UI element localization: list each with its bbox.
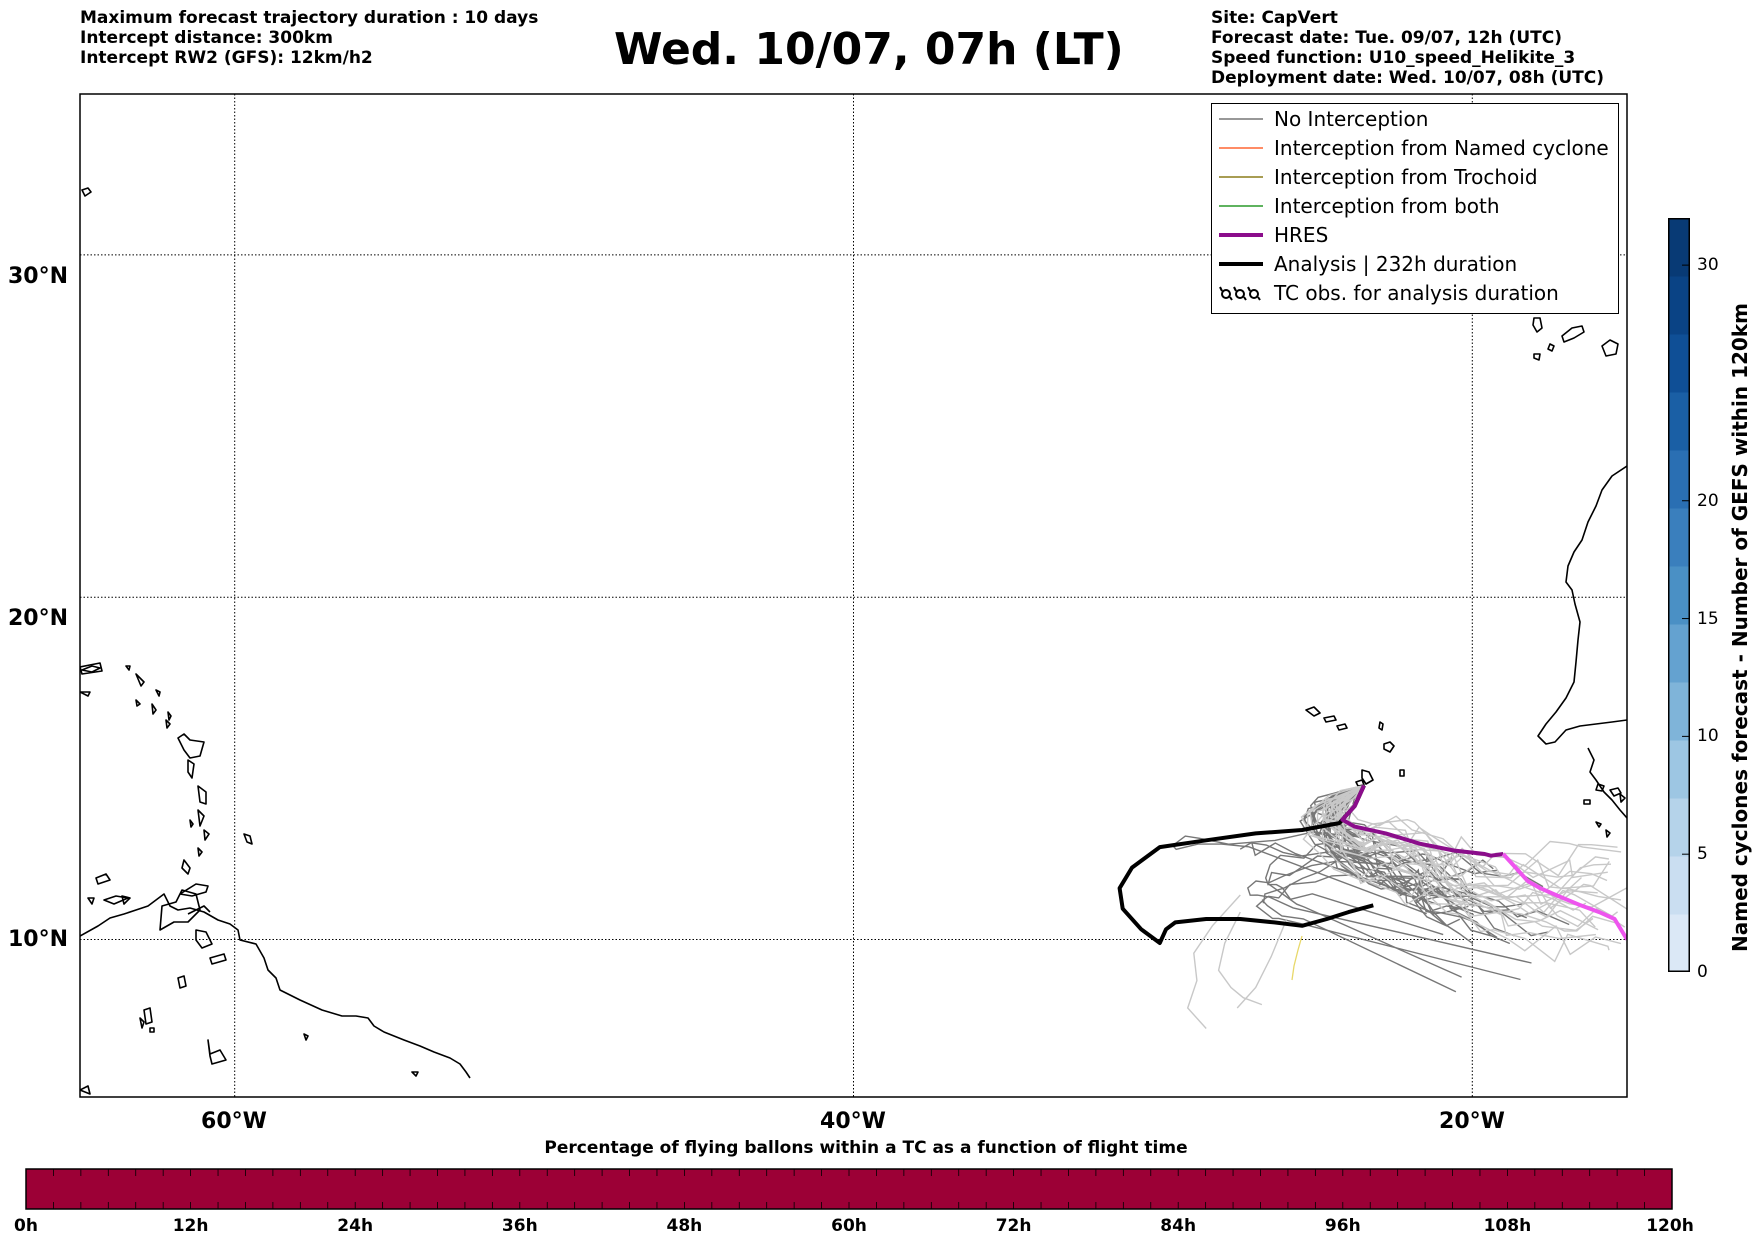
legend-label: Interception from both [1274, 194, 1500, 218]
colorbar-tick-label: 15 [1697, 608, 1719, 629]
legend-label: No Interception [1274, 107, 1429, 131]
cyclone-symbol-icon [1219, 286, 1261, 301]
flight-time-tick-label: 84h [1160, 1216, 1197, 1236]
colorbar-band [1668, 508, 1690, 567]
legend-label: Interception from Trochoid [1274, 165, 1538, 189]
colorbar-band [1668, 914, 1690, 972]
legend-line-icon [1219, 118, 1263, 120]
flight-time-tick-label: 60h [831, 1216, 867, 1236]
max-duration-text: Maximum forecast trajectory duration : 1… [80, 8, 539, 28]
flight-time-tick-label: 48h [666, 1216, 703, 1236]
colorbar-band [1668, 856, 1690, 915]
flight-time-tick-label: 108h [1483, 1216, 1532, 1236]
analysis-line [1117, 784, 1374, 945]
lon-label-60w: 60°W [201, 1109, 267, 1134]
trajectory-line [1325, 784, 1596, 940]
deployment-date-text: Deployment date: Wed. 10/07, 08h (UTC) [1211, 68, 1605, 88]
africa-coastline-south [1587, 747, 1627, 819]
map-legend: No Interception Interception from Named … [1211, 103, 1619, 314]
legend-line-icon [1219, 147, 1263, 149]
colorbar-band [1668, 566, 1690, 625]
trajectory-line [1261, 784, 1457, 993]
legend-line-icon [1219, 262, 1263, 266]
legend-label: Analysis | 232h duration [1274, 252, 1518, 276]
flight-time-tick-label: 120h [1646, 1216, 1694, 1236]
trajectory-line [1321, 784, 1610, 963]
colorbar-band [1668, 218, 1690, 277]
trajectory-line [1324, 784, 1544, 888]
hres-track [1340, 784, 1627, 941]
intercept-distance-text: Intercept distance: 300km [80, 28, 333, 48]
trajectory-line [1316, 784, 1618, 932]
flight-time-tick-label: 72h [995, 1216, 1032, 1236]
trajectory-line [1329, 784, 1610, 878]
colorbar-band [1668, 450, 1690, 509]
legend-line-icon [1219, 205, 1263, 207]
colorbar-tick-label: 0 [1697, 962, 1708, 982]
trajectory-line [1321, 784, 1599, 931]
legend-label: HRES [1274, 223, 1329, 247]
trajectory-line [1255, 784, 1521, 981]
lon-label-40w: 40°W [820, 1109, 886, 1134]
colorbar-tick-label: 30 [1697, 255, 1719, 276]
puerto-rico [80, 662, 103, 675]
colorbar-band [1668, 392, 1690, 451]
trinidad [195, 929, 213, 949]
colorbar-tick-label: 5 [1697, 844, 1708, 865]
flight-time-colorbar-title: Percentage of flying ballons within a TC… [544, 1138, 1188, 1158]
trajectory-line [1322, 784, 1618, 877]
colorbar-tick-label: 10 [1697, 726, 1719, 747]
header-left-info: Maximum forecast trajectory duration : 1… [80, 8, 538, 68]
legend-line-icon [1219, 176, 1263, 178]
flight-time-tick-label: 24h [337, 1216, 374, 1236]
trajectory-line [1334, 785, 1587, 913]
trajectory-line [1329, 784, 1596, 928]
legend-label: Interception from Named cyclone [1274, 136, 1609, 160]
colorbar-label: Named cyclones forecast - Number of GEFS… [1728, 303, 1752, 952]
africa-coastline [1537, 465, 1627, 745]
flight-time-tick-label: 36h [501, 1216, 538, 1236]
colorbar-band [1668, 334, 1690, 393]
colorbar-band [1668, 682, 1690, 741]
header-right-info: Site: CapVert Forecast date: Tue. 09/07,… [1211, 8, 1604, 88]
flight-time-tick-label: 12h [172, 1216, 209, 1236]
map-frame [79, 93, 1628, 1098]
colorbar-band [1668, 276, 1690, 335]
flight-time-tick-label: 96h [1324, 1216, 1361, 1236]
lat-label-10n: 10°N [8, 927, 69, 952]
speed-function-text: Speed function: U10_speed_Helikite_3 [1211, 48, 1576, 68]
flight-time-tick-label: 0h [14, 1216, 38, 1236]
colorbar-band [1668, 624, 1690, 683]
colorbar-band [1668, 798, 1690, 857]
legend-line-icon [1219, 233, 1263, 237]
colorbar-band [1668, 740, 1690, 799]
colorbar-tick-label: 20 [1697, 490, 1719, 511]
flight-time-colorbar [25, 1168, 1673, 1210]
trajectory-line [1330, 785, 1622, 956]
coastlines [80, 187, 1627, 1095]
hres-line-late [1501, 852, 1627, 941]
lat-label-30n: 30°N [8, 264, 69, 289]
gefs-yellow-track [1291, 935, 1303, 981]
legend-label: TC obs. for analysis duration [1274, 281, 1559, 305]
lon-label-20w: 20°W [1439, 1109, 1505, 1134]
trajectory-line [1236, 918, 1288, 1009]
south-america-coastline [80, 893, 471, 1079]
lesser-antilles [80, 187, 253, 875]
cape-verde-islands [1305, 706, 1405, 787]
map-title: Wed. 10/07, 07h (LT) [614, 24, 1124, 75]
site-text: Site: CapVert [1211, 8, 1338, 28]
analysis-track [1117, 784, 1374, 945]
forecast-date-text: Forecast date: Tue. 09/07, 12h (UTC) [1211, 28, 1562, 48]
canary-islands [1532, 317, 1619, 361]
cyclone-count-colorbar [1668, 218, 1690, 972]
lat-label-20n: 20°N [8, 606, 69, 631]
hres-line-early [1340, 784, 1504, 858]
intercept-rw2-text: Intercept RW2 (GFS): 12km/h2 [80, 48, 373, 68]
